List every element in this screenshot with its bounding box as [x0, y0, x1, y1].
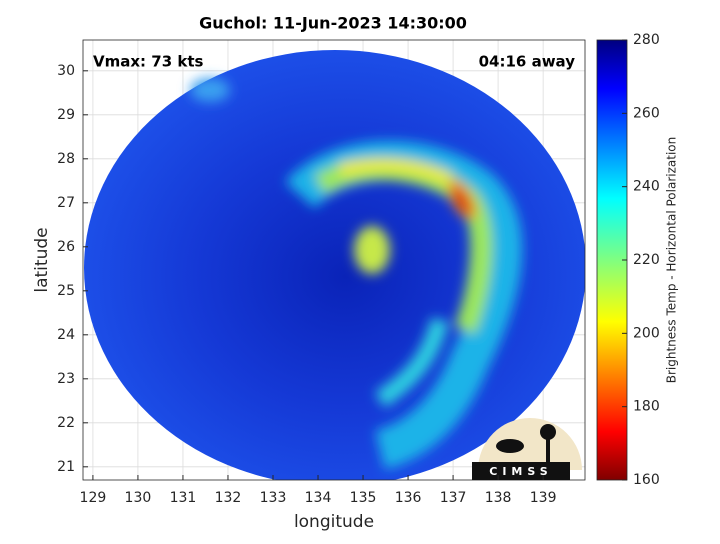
x-tick-label: 131: [170, 490, 197, 506]
x-tick-label: 132: [215, 490, 242, 506]
annotation: 04:16 away: [479, 53, 576, 71]
colorbar-tick-label: 240: [633, 179, 660, 195]
chart-title: Guchol: 11-Jun-2023 14:30:00: [199, 14, 467, 33]
colorbar-tick-label: 280: [633, 32, 660, 48]
annotation: Vmax: 73 kts: [93, 53, 203, 71]
y-tick-label: 29: [57, 107, 75, 123]
colorbar-tick-label: 200: [633, 325, 660, 341]
y-axis-label: latitude: [32, 227, 52, 292]
y-tick-label: 25: [57, 283, 75, 299]
x-tick-label: 136: [395, 490, 422, 506]
x-tick-label: 138: [485, 490, 512, 506]
y-tick-label: 26: [57, 239, 75, 255]
x-tick-label: 139: [530, 490, 557, 506]
logo: CIMSS: [472, 418, 582, 480]
rain-bands: [190, 78, 523, 470]
x-tick-label: 130: [125, 490, 152, 506]
x-tick-label: 133: [260, 490, 287, 506]
x-tick-label: 135: [350, 490, 377, 506]
x-tick-label: 129: [80, 490, 107, 506]
colorbar-tick-label: 220: [633, 252, 660, 268]
colorbar-label: Brightness Temp - Horizontal Polarizatio…: [665, 137, 679, 384]
x-tick-label: 137: [440, 490, 467, 506]
colorbar-tick-label: 160: [633, 472, 660, 488]
image: [84, 50, 585, 480]
y-tick-label: 22: [57, 415, 75, 431]
y-tick-label: 27: [57, 195, 75, 211]
colorbar-tick-label: 260: [633, 105, 660, 121]
y-tick-label: 23: [57, 371, 75, 387]
logo-text: CIMSS: [489, 465, 552, 478]
y-tick-label: 28: [57, 151, 75, 167]
plot-frame: [82, 39, 586, 481]
colorbar-tick-label: 180: [633, 399, 660, 415]
y-tick-label: 30: [57, 63, 75, 79]
y-tick-label: 24: [57, 327, 75, 343]
y-tick-label: 21: [57, 459, 75, 475]
x-axis-label: longitude: [294, 512, 374, 532]
x-tick-label: 134: [305, 490, 332, 506]
